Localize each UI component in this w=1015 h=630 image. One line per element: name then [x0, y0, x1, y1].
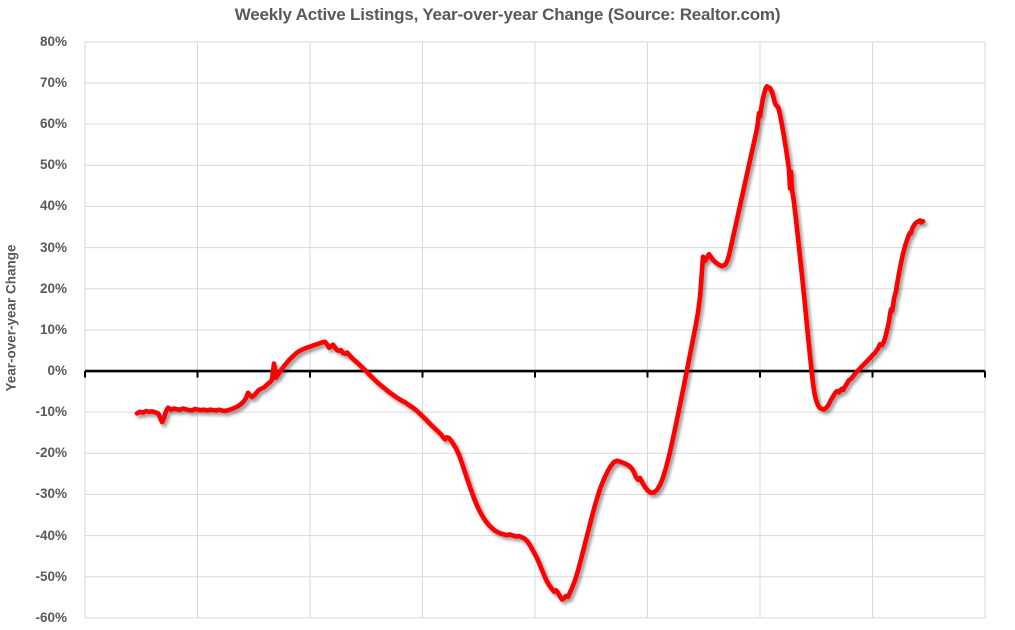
y-axis-tick-label: -60% [35, 609, 67, 625]
y-axis-tick-label: 20% [39, 280, 67, 296]
y-axis-tick-label: 70% [39, 75, 67, 91]
y-axis-tick-label: -20% [35, 445, 67, 461]
y-axis-tick-label: 0% [47, 363, 67, 379]
y-axis-tick-label: 80% [39, 33, 67, 49]
y-axis-tick-label: -30% [35, 486, 67, 502]
y-axis-tick-label: 30% [39, 239, 67, 255]
y-axis-tick-label: 10% [39, 321, 67, 337]
y-axis-tick-label: -40% [35, 527, 67, 543]
y-axis-tick-label: 40% [39, 198, 67, 214]
y-axis-tick-label: 50% [39, 157, 67, 173]
y-axis-tick-label: -10% [35, 404, 67, 420]
chart-title: Weekly Active Listings, Year-over-year C… [234, 5, 781, 24]
y-axis-tick-label: -50% [35, 568, 67, 584]
series-line-weekly-active-listings [134, 84, 926, 602]
y-axis-tick-label: 60% [39, 116, 67, 132]
